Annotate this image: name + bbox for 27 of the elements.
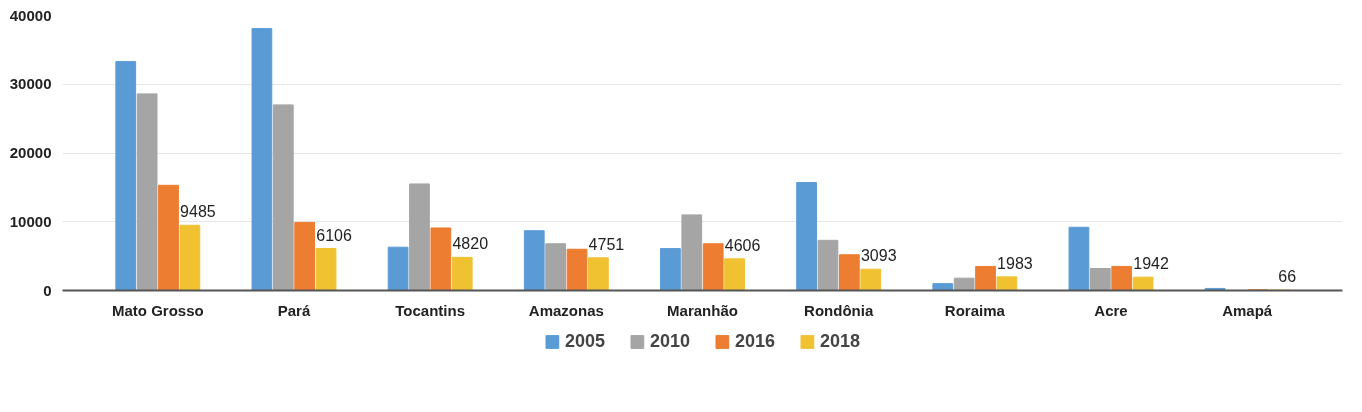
data-label: 4751	[588, 235, 625, 253]
data-label: 6106	[316, 226, 352, 244]
y-tick-label: 0	[43, 281, 52, 299]
legend-label: 2016	[735, 330, 776, 352]
x-tick-label: Tocantins	[395, 301, 466, 319]
data-label: 4820	[452, 235, 489, 253]
x-tick-label: Amapá	[1222, 301, 1273, 319]
x-tick-label: Roraima	[944, 301, 1006, 319]
x-tick-label: Amazonas	[528, 301, 604, 319]
data-label: 3093	[860, 247, 897, 265]
x-tick-label: Rondônia	[804, 301, 874, 319]
legend-label: 2018	[820, 330, 861, 352]
x-tick-label: Acre	[1094, 301, 1128, 319]
data-label: 9485	[180, 203, 216, 221]
legend-label: 2005	[564, 330, 605, 352]
y-tick-label: 20000	[9, 144, 52, 161]
x-tick-label: Pará	[277, 301, 311, 319]
data-label: 1983	[997, 254, 1033, 272]
y-tick-label: 30000	[9, 75, 52, 93]
x-tick-label: Mato Grosso	[111, 301, 204, 319]
legend-label: 2010	[649, 330, 690, 352]
data-label: 4606	[724, 236, 761, 254]
y-tick-label: 40000	[9, 6, 52, 24]
y-tick-label: 10000	[9, 212, 52, 230]
data-label: 66	[1278, 268, 1297, 286]
x-tick-label: Maranhão	[667, 301, 738, 319]
data-label: 1942	[1133, 255, 1169, 273]
